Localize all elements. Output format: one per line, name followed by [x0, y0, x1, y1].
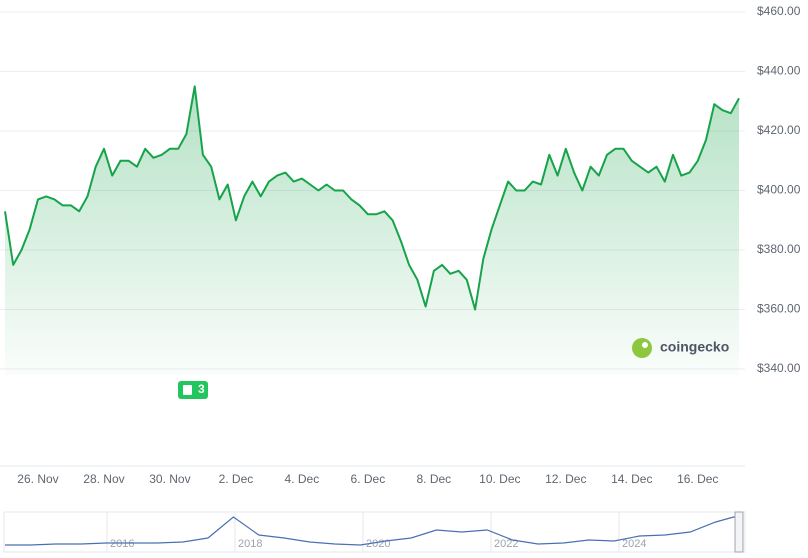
x-tick-label: 8. Dec: [417, 472, 452, 486]
x-tick-label: 26. Nov: [17, 472, 58, 486]
y-tick-label: $400.00: [757, 183, 801, 197]
x-tick-label: 28. Nov: [83, 472, 124, 486]
x-tick-label: 12. Dec: [545, 472, 586, 486]
y-tick-label: $340.00: [757, 361, 801, 375]
x-tick-label: 14. Dec: [611, 472, 652, 486]
y-tick-label: $440.00: [757, 64, 801, 78]
area-fill: [5, 86, 739, 376]
x-tick-label: 10. Dec: [479, 472, 520, 486]
navigator-year: 2016: [110, 538, 134, 550]
x-tick-label: 4. Dec: [285, 472, 320, 486]
watermark: coingecko: [632, 338, 729, 358]
news-badge[interactable]: 3: [178, 381, 208, 399]
price-line: [4, 85, 740, 311]
y-tick-label: $460.00: [757, 4, 801, 18]
y-tick-label: $380.00: [757, 242, 801, 256]
navigator-frame: [3, 511, 746, 553]
navigator-line: [5, 514, 742, 546]
navigator-year: 2024: [622, 538, 646, 550]
watermark-text: coingecko: [660, 339, 729, 355]
navigator-year: 2018: [238, 538, 262, 550]
y-tick-label: $360.00: [757, 302, 801, 316]
x-tick-label: 30. Nov: [149, 472, 190, 486]
x-tick-label: 6. Dec: [351, 472, 386, 486]
navigator-year: 2022: [494, 538, 518, 550]
y-tick-label: $420.00: [757, 123, 801, 137]
x-tick-label: 2. Dec: [219, 472, 254, 486]
x-tick-label: 16. Dec: [677, 472, 718, 486]
navigator-handle[interactable]: [734, 511, 744, 553]
news-count[interactable]: 3: [198, 382, 205, 396]
